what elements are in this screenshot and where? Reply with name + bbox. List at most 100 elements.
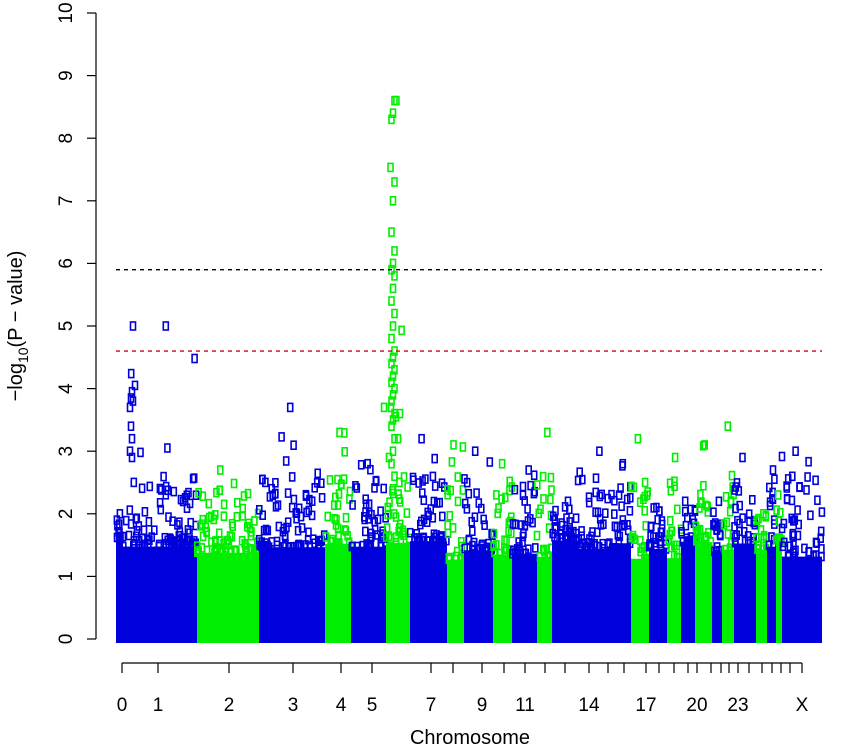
snp-point-chr3 xyxy=(284,488,292,498)
snp-point-chr2 xyxy=(195,546,202,557)
snp-point-chr3 xyxy=(293,508,301,519)
snp-point-chr14 xyxy=(610,509,618,519)
snp-point-chr6 xyxy=(384,502,392,513)
snp-point-chr12 xyxy=(533,530,541,541)
snp-point-chr5 xyxy=(365,514,372,524)
snp-point-chr11 xyxy=(524,504,531,514)
y-axis-title-suffix: (P − value) xyxy=(5,251,27,348)
snp-point-chr15 xyxy=(618,501,625,512)
top-snp-chr24 xyxy=(760,508,767,519)
snp-point-chr2 xyxy=(239,503,246,514)
snp-point-chr20 xyxy=(700,480,707,491)
snp-point-chr3 xyxy=(258,537,266,547)
snp-point-chr1 xyxy=(156,483,164,494)
snp-point-chr10 xyxy=(494,508,502,519)
snp-point-chr20 xyxy=(704,501,712,512)
snp-point-chr11 xyxy=(516,542,523,552)
chromosome-band-9 xyxy=(464,550,493,643)
snp-point-chr8 xyxy=(454,496,462,507)
snp-point-chr21 xyxy=(712,546,720,557)
snp-point-chr3 xyxy=(308,510,316,521)
snp-point-chr7 xyxy=(431,532,439,543)
snp-point-chr6 xyxy=(392,512,400,522)
snp-point-chr18 xyxy=(673,544,681,555)
snp-point-chr2 xyxy=(220,499,228,510)
snp-point-chr1 xyxy=(138,483,146,494)
snp-point-chr8 xyxy=(448,457,456,467)
snp-point-chr5 xyxy=(380,483,388,494)
chromosome-band-25 xyxy=(767,546,776,643)
snp-point-chr8 xyxy=(454,472,462,482)
peak-snp-chr6 xyxy=(388,227,395,237)
top-snp-chr19 xyxy=(681,496,689,507)
top-snp-chr26 xyxy=(774,490,782,500)
peak-snp-chr6 xyxy=(389,352,397,363)
y-axis-title: −log10(P − value) xyxy=(5,251,31,402)
snp-point-chr9 xyxy=(468,516,476,527)
snp-point-chr3 xyxy=(294,540,302,550)
snp-point-chr5 xyxy=(374,530,381,540)
chromosome-band-17 xyxy=(649,549,667,643)
y-tick-label: 3 xyxy=(56,446,77,457)
top-snp-chr18 xyxy=(671,452,679,463)
snp-point-chr17 xyxy=(647,522,655,532)
snp-point-chr22 xyxy=(724,529,732,539)
snp-point-chr1 xyxy=(162,481,170,492)
snp-point-chr7 xyxy=(406,527,414,538)
snp-point-chr10 xyxy=(495,503,502,513)
snp-point-chr20 xyxy=(699,440,707,451)
snp-point-chr22 xyxy=(722,491,730,502)
snp-point-chr3 xyxy=(259,510,267,521)
peak-snp-chr6 xyxy=(389,321,397,331)
snp-point-chr8 xyxy=(459,442,467,452)
top-snp-chr7 xyxy=(418,433,425,444)
snp-point-chr2 xyxy=(220,511,228,522)
snp-point-chr12 xyxy=(545,523,553,533)
snp-point-chr23 xyxy=(732,503,739,514)
top-snp-chr25 xyxy=(769,465,777,475)
snp-point-chr5 xyxy=(362,499,370,510)
snp-point-chr8 xyxy=(457,536,465,547)
snp-point-chr2 xyxy=(230,478,238,489)
chromosome-band-4 xyxy=(325,543,351,643)
peak-snp-chr6 xyxy=(388,358,395,369)
snp-point-chr26 xyxy=(773,505,780,515)
snp-point-chr7 xyxy=(439,536,447,547)
snp-point-chr22 xyxy=(722,544,730,555)
snp-point-chr16 xyxy=(641,491,649,502)
top-snp-chr11 xyxy=(525,465,533,475)
peak-snp-chr6 xyxy=(380,402,388,413)
snp-point-chrX xyxy=(789,530,796,541)
threshold-lines xyxy=(116,268,822,352)
x-tick-label: 3 xyxy=(288,695,299,716)
snp-point-chr0 xyxy=(113,532,121,543)
snp-point-chr14 xyxy=(588,531,595,542)
snp-point-chrX xyxy=(818,507,826,517)
peak-snp-chr6 xyxy=(388,396,395,406)
snp-point-chr9 xyxy=(461,498,469,509)
snp-point-chr1 xyxy=(179,496,187,507)
peak-snp-chr6 xyxy=(396,408,404,419)
chromosome-band-5 xyxy=(351,546,386,643)
top-snp-chr16 xyxy=(634,433,642,444)
snp-point-chr4 xyxy=(341,446,349,457)
snp-point-chr12 xyxy=(536,551,544,562)
snp-point-chr3 xyxy=(269,490,277,501)
snp-point-chr2 xyxy=(229,521,236,532)
peak-snp-chr6 xyxy=(389,483,397,494)
snp-point-chr8 xyxy=(444,528,452,539)
snp-point-chr20 xyxy=(696,536,703,547)
snp-point-chr1 xyxy=(140,525,148,536)
snp-point-chr16 xyxy=(629,530,637,541)
snp-point-chr16 xyxy=(640,494,647,505)
snp-point-chr20 xyxy=(697,489,704,500)
x-tick-label: 0 xyxy=(117,695,128,716)
snp-point-chr2 xyxy=(233,546,240,556)
snp-point-chr2 xyxy=(205,498,213,509)
snp-point-chr6 xyxy=(395,526,403,537)
peak-snp-chr6 xyxy=(391,433,398,444)
snp-point-chr5 xyxy=(349,541,356,552)
x-axis: 0 1 2 3 4 5 7 9 11 14 17 20 23 X xyxy=(117,662,809,716)
snp-point-chr3 xyxy=(262,477,269,488)
